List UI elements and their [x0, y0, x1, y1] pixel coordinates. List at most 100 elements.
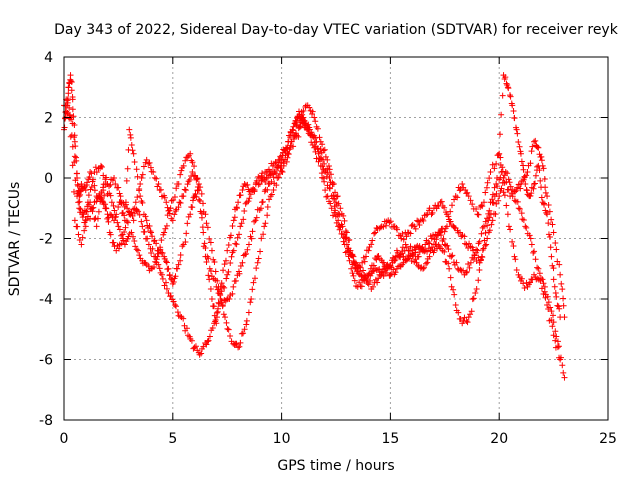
data-point [175, 181, 182, 188]
data-point [251, 275, 258, 282]
data-point [153, 240, 160, 247]
data-point [489, 161, 496, 168]
data-point [147, 228, 154, 235]
data-point [503, 202, 510, 209]
data-point [211, 258, 218, 265]
data-point [316, 134, 323, 141]
data-point [189, 204, 196, 211]
data-point [482, 189, 489, 196]
data-point [416, 222, 423, 229]
data-point [266, 196, 273, 203]
data-point [480, 223, 487, 230]
data-point [507, 226, 514, 233]
data-point [552, 337, 559, 344]
data-point [156, 265, 163, 272]
data-point [333, 193, 340, 200]
data-point [107, 192, 114, 199]
data-point [171, 193, 178, 200]
data-point [545, 220, 552, 227]
data-point [326, 185, 333, 192]
data-point [124, 205, 131, 212]
data-point [531, 181, 538, 188]
data-point [556, 305, 563, 312]
data-point [270, 174, 277, 181]
data-point [356, 279, 363, 286]
data-point [65, 84, 72, 91]
data-point [137, 181, 144, 188]
data-point [79, 234, 86, 241]
data-point [527, 192, 534, 199]
data-point [92, 164, 99, 171]
data-point [83, 208, 90, 215]
data-point [71, 217, 78, 224]
data-point [520, 216, 527, 223]
data-point [409, 247, 416, 254]
data-point [524, 283, 531, 290]
data-point [551, 283, 558, 290]
data-point [124, 165, 131, 172]
data-point [541, 201, 548, 208]
data-point [441, 248, 448, 255]
data-point [142, 213, 149, 220]
data-point [203, 341, 210, 348]
data-point [462, 269, 469, 276]
data-point [69, 106, 76, 113]
data-point [74, 181, 81, 188]
data-point [121, 212, 128, 219]
data-point [475, 211, 482, 218]
data-point [493, 160, 500, 167]
data-point [251, 218, 258, 225]
data-point [68, 87, 75, 94]
data-point [239, 259, 246, 266]
data-point [552, 328, 559, 335]
data-point [197, 208, 204, 215]
data-point [73, 170, 80, 177]
data-point [544, 211, 551, 218]
data-point [532, 137, 539, 144]
data-point [115, 203, 122, 210]
data-point [193, 193, 200, 200]
data-point [165, 265, 172, 272]
data-point [184, 181, 191, 188]
data-point [175, 261, 182, 268]
data-point [222, 314, 229, 321]
data-point [274, 164, 281, 171]
data-point [102, 205, 109, 212]
data-point [98, 196, 105, 203]
data-point [433, 232, 440, 239]
data-point [168, 197, 175, 204]
data-point [97, 162, 104, 169]
data-point [143, 156, 150, 163]
data-point [560, 302, 567, 309]
data-point [201, 240, 208, 247]
data-point [286, 146, 293, 153]
data-point [330, 181, 337, 188]
data-point [452, 302, 459, 309]
data-point [531, 248, 538, 255]
data-point [514, 130, 521, 137]
data-point [392, 269, 399, 276]
data-point [326, 175, 333, 181]
data-point [204, 224, 211, 231]
data-point [369, 237, 376, 244]
data-point [488, 221, 495, 228]
data-point [369, 268, 376, 275]
data-point [137, 193, 144, 200]
data-point [397, 254, 404, 261]
data-point [139, 223, 146, 230]
data-point [392, 257, 399, 264]
data-point [306, 104, 313, 111]
data-point [465, 193, 472, 200]
data-point [131, 210, 138, 217]
data-point [311, 114, 318, 121]
data-point [558, 280, 565, 287]
data-point [538, 194, 545, 201]
data-point [257, 205, 264, 212]
data-point [554, 258, 561, 265]
data-point [147, 164, 154, 171]
data-point [475, 277, 482, 284]
data-point [198, 190, 205, 197]
data-point [560, 369, 567, 376]
data-point [164, 212, 171, 219]
x-tick-label: 5 [168, 431, 177, 447]
